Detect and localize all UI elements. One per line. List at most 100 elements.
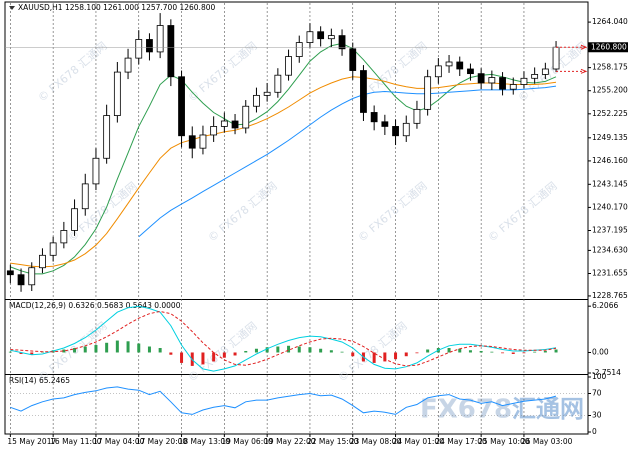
y-tick-label: 100 [592, 372, 607, 381]
candle-body [263, 91, 271, 96]
rsi-title: RSI(14) 65.2465 [9, 376, 70, 385]
x-tick-label: 19 May 06:00 [221, 437, 273, 446]
macd-bar [169, 352, 173, 355]
candle-body [434, 65, 442, 78]
x-tick-label: 16 May 11:00 [50, 437, 102, 446]
candle-body [113, 71, 121, 116]
macd-bar [147, 346, 151, 353]
candle-body [81, 183, 89, 210]
macd-bar [254, 348, 258, 353]
candle-body [6, 270, 14, 276]
macd-bar [297, 346, 301, 353]
macd-bar [105, 342, 109, 353]
macd-bar [19, 352, 23, 354]
candle-body [509, 84, 517, 90]
macd-bar [233, 352, 237, 356]
y-tick-label: 1240.170 [592, 202, 628, 211]
x-tick-label: 24 May 01:00 [393, 437, 445, 446]
macd-bar [394, 352, 398, 360]
macd-bar [522, 352, 526, 354]
x-tick-label: 26 May 03:00 [521, 437, 573, 446]
series-line [10, 42, 557, 275]
macd-bar [30, 352, 34, 355]
candle-body [188, 135, 196, 149]
macd-bar [94, 345, 98, 353]
macd-bar [447, 348, 451, 353]
candle-body [39, 254, 46, 269]
candle-body [135, 39, 143, 59]
candle-body [199, 134, 207, 149]
macd-bar [308, 347, 312, 353]
macd-bar [180, 352, 184, 363]
macd-bar [137, 343, 141, 353]
x-tick-label: 19 May 22:00 [264, 437, 316, 446]
candle-body [499, 77, 506, 90]
macd-bar [468, 350, 472, 353]
candle-body [424, 76, 432, 110]
alert-arrow [580, 68, 588, 74]
y-tick-label: 70 [592, 389, 602, 398]
candle-body [317, 31, 325, 40]
candle-body [360, 70, 367, 113]
candle-body [156, 25, 164, 53]
candle-body [381, 121, 389, 127]
candle-body [445, 61, 453, 67]
macd-bar [201, 352, 205, 365]
candle-body [274, 74, 282, 93]
logo: FX678 汇通网 [420, 395, 584, 425]
x-tick-label: 17 May 04:00 [93, 437, 145, 446]
macd-bar [212, 352, 216, 362]
x-tick-label: 23 May 08:00 [350, 437, 402, 446]
macd-bar [543, 350, 547, 353]
macd-bar [404, 352, 408, 357]
macd-bar [265, 347, 269, 353]
series-line [10, 310, 557, 367]
y-tick-label: 1234.630 [592, 245, 628, 254]
chart-title: XAUUSD,H1 1258.100 1261.000 1257.700 126… [18, 3, 215, 12]
macd-bar [554, 349, 558, 353]
candle-body [488, 77, 496, 84]
series-line [10, 76, 557, 268]
macd-bar [490, 351, 494, 353]
macd-bar [511, 352, 515, 354]
y-tick-label: 1231.655 [592, 269, 628, 278]
logo-cn: 汇通网 [512, 395, 584, 423]
candle-body [210, 126, 218, 136]
candle-body [477, 73, 485, 84]
candle-body [392, 126, 399, 137]
macd-bar [415, 352, 419, 354]
y-tick-label: 30 [592, 411, 602, 420]
plot-frame [4, 1, 589, 435]
series-line [10, 305, 557, 372]
macd-bar [351, 352, 355, 357]
candle-body [467, 68, 474, 75]
y-tick-label: 0.00 [592, 347, 609, 356]
macd-bar [222, 352, 226, 358]
macd-bar [62, 349, 66, 353]
macd-bar [115, 340, 119, 353]
candle-body [17, 274, 25, 286]
alert-arrow [580, 44, 588, 50]
candle-body [231, 120, 239, 129]
macd-bar [329, 350, 333, 353]
candle-body [242, 105, 250, 129]
macd-bar [426, 349, 430, 353]
candle-body [413, 108, 421, 124]
logo-latin: FX678 [420, 395, 512, 425]
y-tick-label: 1243.145 [592, 179, 628, 188]
macd-bar [501, 352, 505, 354]
candle-body [49, 242, 57, 256]
candle-body [295, 42, 303, 57]
macd-bar [479, 350, 483, 353]
y-tick-label: 1237.195 [592, 225, 628, 234]
y-tick-label: 6.2066 [592, 301, 618, 310]
candle-body [338, 35, 346, 50]
macd-bar [340, 351, 344, 353]
x-tick-label: 25 May 10:00 [478, 437, 530, 446]
x-tick-label: 15 May 2017 [7, 437, 56, 446]
current-price-box [588, 42, 628, 53]
series-line [10, 386, 557, 415]
y-tick-label: 1252.225 [592, 109, 628, 118]
y-tick-label: 1249.135 [592, 133, 628, 142]
macd-bar [73, 348, 77, 353]
